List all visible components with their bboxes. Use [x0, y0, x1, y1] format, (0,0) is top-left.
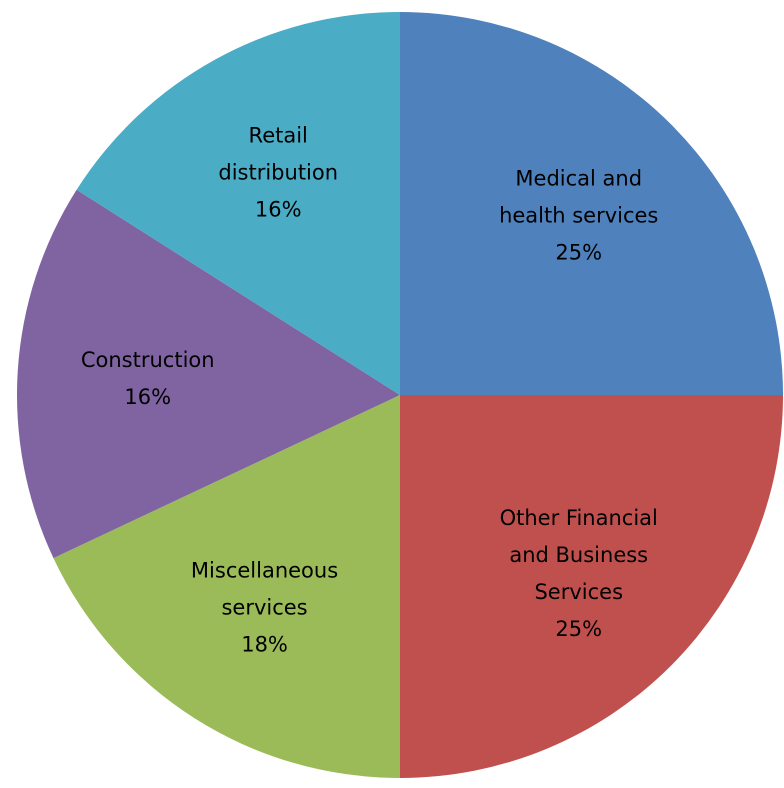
slice-label: Construction 16%: [58, 342, 238, 416]
category: Other Financial and Business Services: [499, 505, 658, 604]
slice-label: Retail distribution 16%: [188, 118, 368, 229]
pie-slice: [76, 12, 400, 395]
pie-slice: [53, 395, 401, 778]
pie-slice: [16, 189, 401, 559]
value-label: 16%: [254, 197, 302, 222]
category: Construction: [80, 348, 215, 373]
slice-label: Other Financial and Business Services 25%: [489, 500, 669, 648]
value-label: 25%: [555, 616, 603, 641]
value-label: 18%: [241, 632, 288, 657]
category: Retail distribution: [218, 123, 339, 185]
value-label: 25%: [555, 240, 603, 265]
slice-label: Miscellaneous services 18%: [175, 553, 355, 664]
category: Miscellaneous services: [190, 558, 339, 620]
category: Medical and health services: [499, 166, 659, 228]
slice-label: Medical and health services 25%: [489, 161, 669, 272]
pie-slice: [400, 12, 783, 395]
value-label: 16%: [124, 385, 172, 410]
pie-slice: [400, 395, 783, 778]
